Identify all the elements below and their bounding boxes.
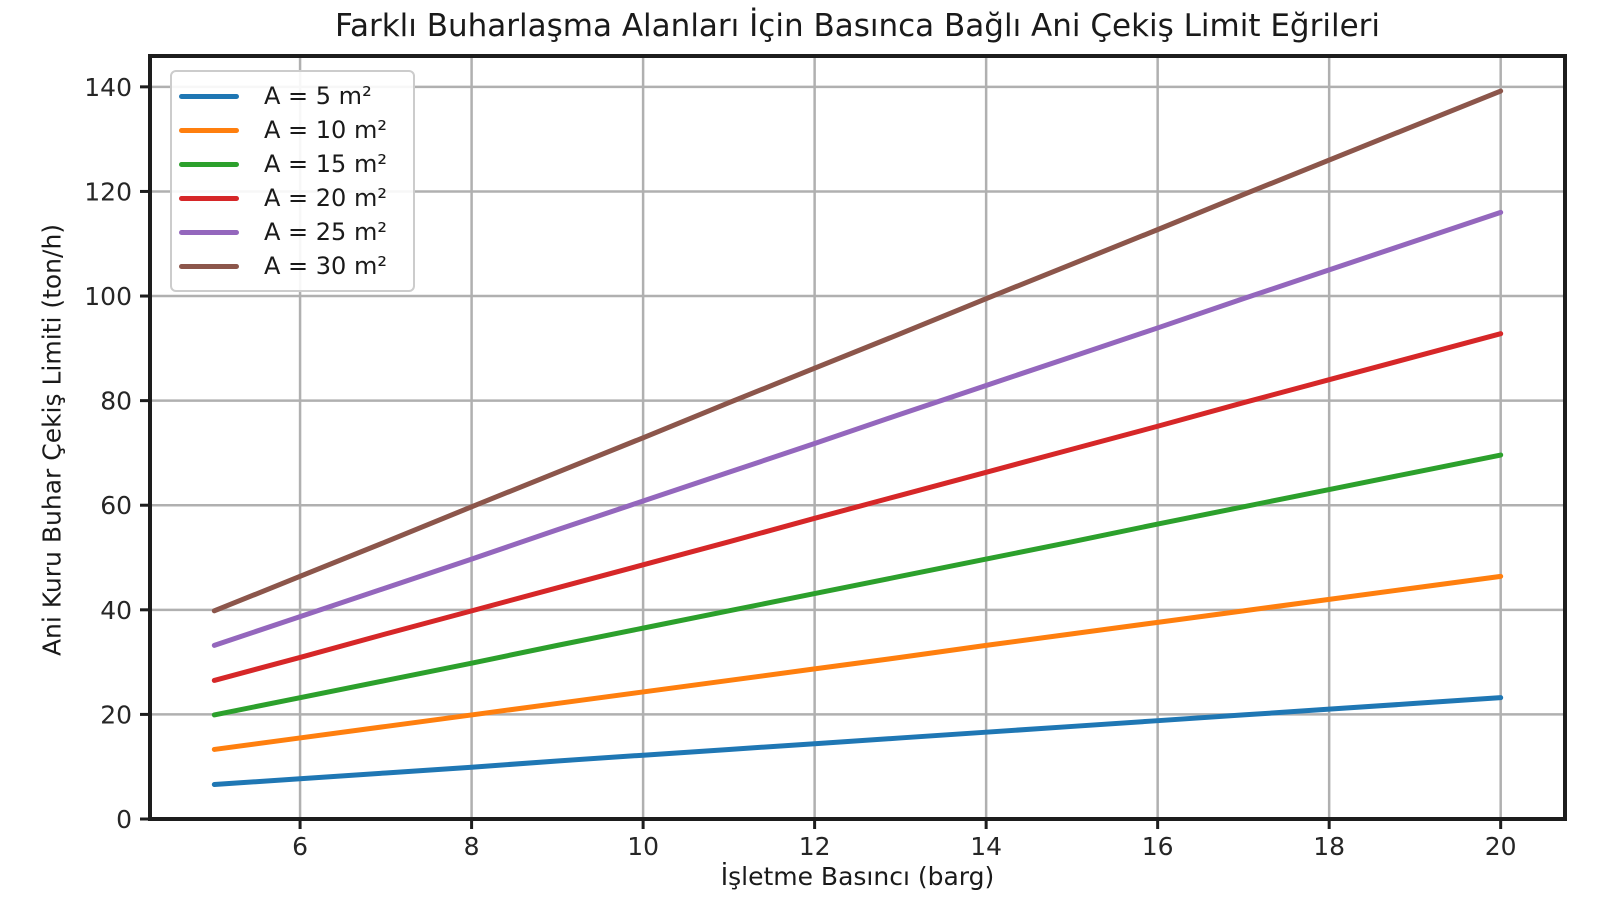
y-tick-label: 80 [100, 387, 132, 416]
series-line-A-15-m [211, 452, 1504, 718]
x-tick-label: 12 [799, 832, 831, 861]
legend-item: A = 15 m² [179, 147, 413, 181]
y-tick-label: 20 [100, 700, 132, 729]
legend-swatch-line [179, 93, 239, 99]
y-tick-label: 40 [100, 596, 132, 625]
x-tick-label: 18 [1313, 832, 1345, 861]
legend-label: A = 5 m² [264, 82, 372, 110]
legend-label: A = 30 m² [264, 252, 387, 280]
x-tick-label: 6 [292, 832, 308, 861]
chart-title: Farklı Buharlaşma Alanları İçin Basınca … [334, 8, 1381, 44]
series-line-A-30-m [211, 88, 1504, 614]
legend-label: A = 20 m² [264, 184, 387, 212]
axes-frame [148, 54, 1567, 821]
series-line-A-5-m [211, 695, 1504, 787]
x-tick-label: 20 [1485, 832, 1517, 861]
legend-item: A = 25 m² [179, 215, 413, 249]
series-line-A-20-m [211, 331, 1504, 683]
legend-label: A = 10 m² [264, 116, 387, 144]
x-axis-label: İşletme Basıncı (barg) [720, 862, 995, 891]
y-axis-label: Ani Kuru Buhar Çekiş Limiti (ton/h) [37, 223, 67, 657]
legend-item: A = 5 m² [179, 79, 413, 113]
x-tick-label: 8 [464, 832, 480, 861]
y-tick-label: 60 [100, 491, 132, 520]
legend-swatch-line [179, 195, 239, 201]
x-tick-label: 16 [1142, 832, 1174, 861]
y-tick-label: 120 [84, 177, 132, 206]
x-tick-label: 14 [970, 832, 1002, 861]
legend-swatch-line [179, 161, 239, 167]
series-line-A-25-m [211, 209, 1504, 648]
series-line-A-10-m [211, 573, 1504, 752]
y-tick-label: 0 [116, 805, 132, 834]
y-tick-label: 140 [84, 73, 132, 102]
x-tick-label: 10 [627, 832, 659, 861]
legend-label: A = 15 m² [264, 150, 387, 178]
legend-item: A = 30 m² [179, 249, 413, 283]
legend-swatch-line [179, 127, 239, 133]
y-tick-label: 100 [84, 282, 132, 311]
legend-swatch-line [179, 263, 239, 269]
legend-swatch-line [179, 229, 239, 235]
legend-item: A = 10 m² [179, 113, 413, 147]
legend: A = 5 m² A = 10 m² A = 15 m² A = 20 m² A = 2… [170, 70, 415, 292]
legend-label: A = 25 m² [264, 218, 387, 246]
legend-item: A = 20 m² [179, 181, 413, 215]
